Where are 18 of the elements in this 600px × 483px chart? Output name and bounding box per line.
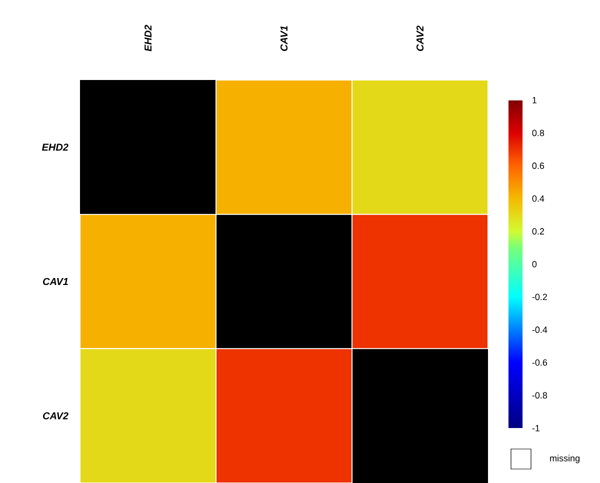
color-bar-label: 0.4 — [532, 195, 544, 202]
color-bar-label: -1 — [532, 425, 540, 432]
color-bar-label: 0.8 — [532, 130, 544, 136]
color-bar-label: 1 — [532, 97, 536, 104]
y-tick-label: EHD2 — [42, 144, 68, 151]
color-bar-label: -0.8 — [532, 392, 548, 399]
color-bar-label: 0 — [532, 260, 537, 268]
color-bar-label: -0.2 — [532, 294, 547, 300]
y-tick-label: CAV2 — [43, 412, 68, 420]
color-bar-label: 0.2 — [532, 228, 544, 235]
color-bar-label: 0.6 — [532, 162, 544, 169]
x-tick-label: EHD2 — [144, 24, 152, 52]
color-bar-label: -0.4 — [532, 326, 548, 333]
text: missing — [550, 454, 580, 464]
x-tick-label: CAV1 — [280, 26, 288, 51]
x-tick-label: CAV2 — [416, 26, 424, 51]
y-tick-label: CAV1 — [43, 278, 68, 286]
color-bar-label: -0.6 — [532, 359, 548, 366]
